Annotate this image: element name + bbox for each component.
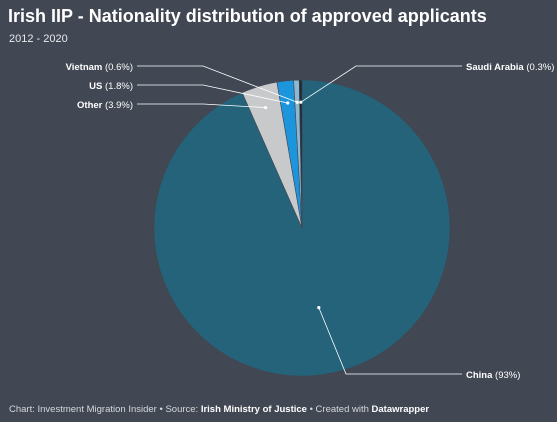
footer-source: Irish Ministry of Justice xyxy=(200,404,307,415)
leader-line-vietnam xyxy=(137,65,298,103)
leader-dot-china xyxy=(317,306,321,310)
leader-line-other xyxy=(137,103,266,108)
pie-slice-saudi-arabia xyxy=(298,79,303,229)
slice-label-vietnam: Vietnam (0.6%) xyxy=(66,62,133,73)
leader-dot-vietnam xyxy=(295,100,299,104)
footer-prefix: Chart: Investment Migration Insider • So… xyxy=(9,404,201,415)
slice-label-saudi-arabia: Saudi Arabia (0.3%) xyxy=(466,62,554,73)
footer-tool: Datawrapper xyxy=(371,404,430,415)
chart-footer: Chart: Investment Migration Insider • So… xyxy=(9,404,429,415)
chart-title: Irish IIP - Nationality distribution of … xyxy=(8,6,487,26)
footer-middle: • Created with xyxy=(306,404,372,415)
leader-line-saudi-arabia xyxy=(300,65,462,103)
slice-label-other: Other (3.9%) xyxy=(77,100,133,111)
leader-dot-saudi-arabia xyxy=(299,100,303,104)
slice-label-china: China (93%) xyxy=(466,370,520,381)
leader-dot-us xyxy=(286,101,290,105)
leader-line-us xyxy=(137,84,288,104)
slice-label-us: US (1.8%) xyxy=(89,81,133,92)
chart-subtitle: 2012 - 2020 xyxy=(9,33,68,45)
leader-line-china xyxy=(318,307,462,375)
leader-dot-other xyxy=(264,105,268,110)
